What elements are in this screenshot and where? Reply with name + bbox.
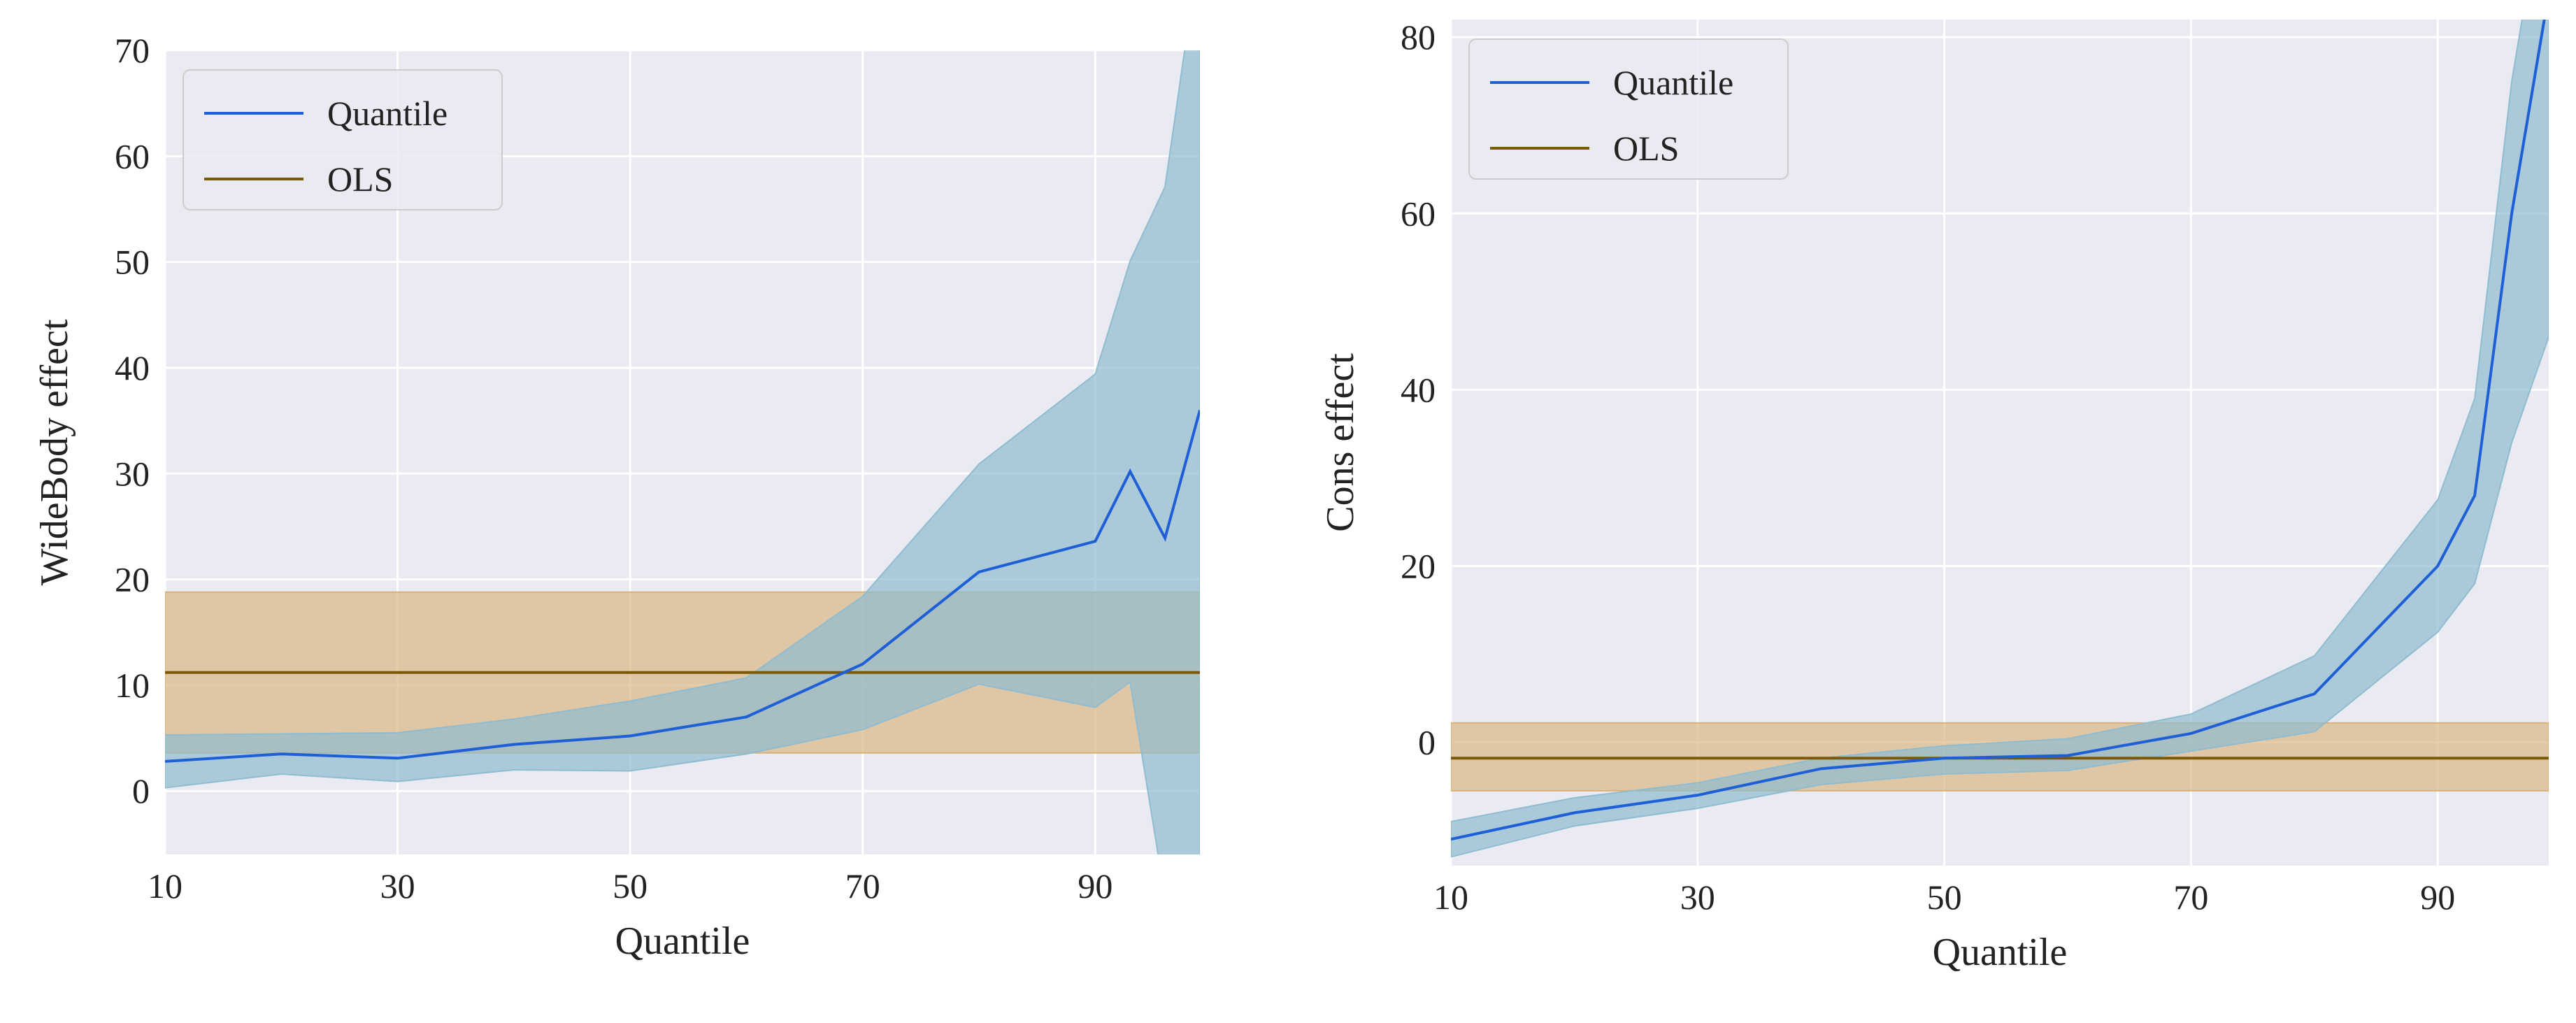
legend-box <box>183 69 503 210</box>
y-tick-label: 30 <box>115 454 150 493</box>
legend-box <box>1468 38 1789 180</box>
y-tick-label: 60 <box>115 136 150 176</box>
x-tick-label: 70 <box>2173 878 2208 917</box>
x-tick-label: 30 <box>1680 878 1715 917</box>
quantile-confidence-band <box>165 50 1200 854</box>
y-tick-label: 70 <box>115 31 150 70</box>
y-axis-label: Cons effect <box>1319 353 1362 532</box>
quantile-series-line <box>165 409 1200 763</box>
y-tick-label: 40 <box>1401 370 1436 409</box>
x-tick-label: 10 <box>148 866 183 906</box>
quantile-confidence-band <box>1451 20 2549 858</box>
right-chart-panel: 10 30 50 70 90 0 20 40 60 80 Quantile Cons effect Qu… <box>1319 17 2549 974</box>
y-tick-label: 50 <box>115 243 150 282</box>
y-tick-label: 60 <box>1401 194 1436 233</box>
legend: Quantile OLS <box>1468 38 1789 180</box>
series-group <box>1451 20 2549 858</box>
legend-label: OLS <box>327 159 393 199</box>
left-chart-panel: 10 30 50 70 90 0 10 20 30 40 50 60 70 Quantile WideBod… <box>33 31 1200 963</box>
x-axis-label: Quantile <box>615 920 750 963</box>
y-tick-label: 80 <box>1401 17 1436 57</box>
y-tick-label: 10 <box>115 666 150 705</box>
x-axis-label: Quantile <box>1933 931 2068 974</box>
y-tick-label: 40 <box>115 348 150 387</box>
x-tick-label: 70 <box>845 866 880 906</box>
legend-label: Quantile <box>1613 63 1733 102</box>
series-group <box>165 50 1200 854</box>
x-tick-label: 90 <box>1078 866 1112 906</box>
x-tick-label: 50 <box>613 866 647 906</box>
y-tick-label: 0 <box>132 771 150 810</box>
quantile-series-line <box>1451 20 2546 841</box>
legend: Quantile OLS <box>183 69 503 210</box>
y-tick-label: 20 <box>115 560 150 599</box>
y-axis-label: WideBody effect <box>33 319 76 585</box>
x-tick-label: 30 <box>380 866 415 906</box>
x-tick-label: 50 <box>1927 878 1962 917</box>
legend-label: Quantile <box>327 94 448 133</box>
x-tick-label: 90 <box>2420 878 2455 917</box>
legend-label: OLS <box>1613 129 1679 168</box>
y-tick-label: 20 <box>1401 546 1436 585</box>
x-tick-label: 10 <box>1433 878 1468 917</box>
y-tick-label: 0 <box>1418 723 1436 762</box>
